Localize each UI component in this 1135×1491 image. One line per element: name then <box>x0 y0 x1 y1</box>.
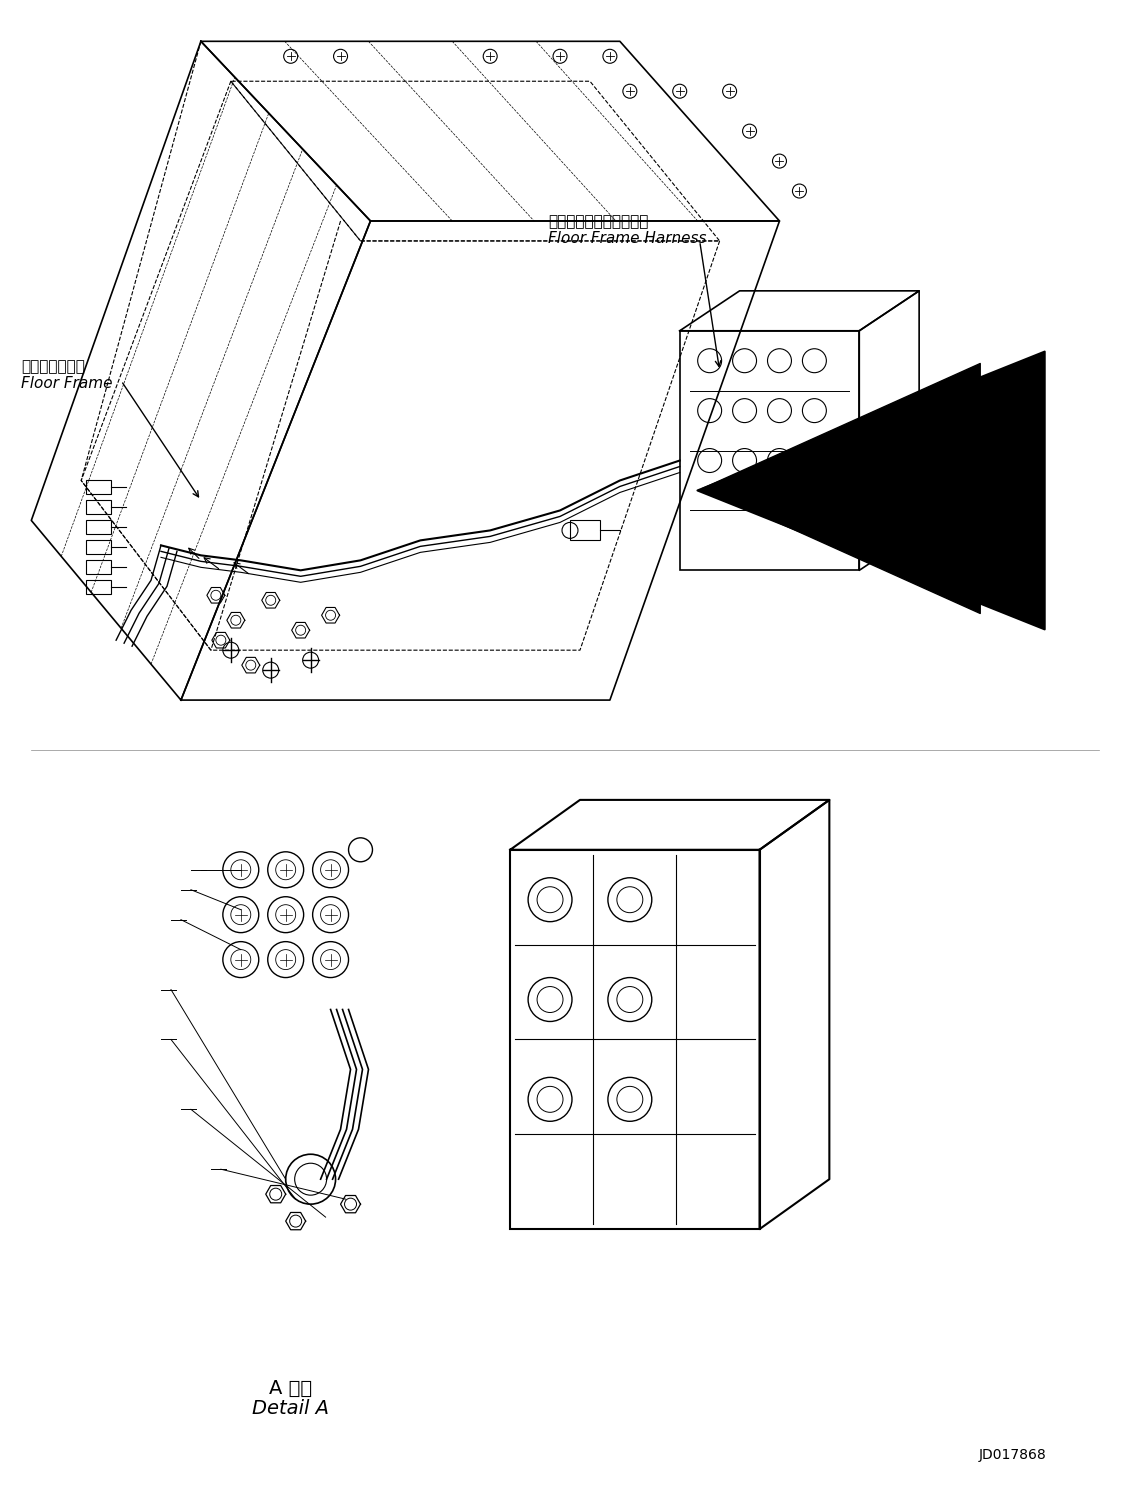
Bar <box>86 561 111 574</box>
Bar <box>86 480 111 495</box>
Bar <box>86 580 111 595</box>
Text: A: A <box>780 476 804 504</box>
Bar <box>570 520 600 540</box>
Text: Floor Frame Harness: Floor Frame Harness <box>548 231 707 246</box>
Bar <box>86 540 111 555</box>
Text: フロアフレームハーネス: フロアフレームハーネス <box>548 215 648 230</box>
Bar <box>680 331 859 571</box>
Text: Detail A: Detail A <box>252 1399 329 1418</box>
Bar <box>86 520 111 534</box>
Bar <box>86 501 111 514</box>
Text: A 詳細: A 詳細 <box>269 1379 312 1397</box>
Bar <box>510 850 759 1229</box>
Text: Floor Frame: Floor Frame <box>22 376 112 391</box>
Text: フロアフレーム: フロアフレーム <box>22 359 85 374</box>
Text: A: A <box>770 474 793 504</box>
Text: JD017868: JD017868 <box>980 1448 1046 1461</box>
